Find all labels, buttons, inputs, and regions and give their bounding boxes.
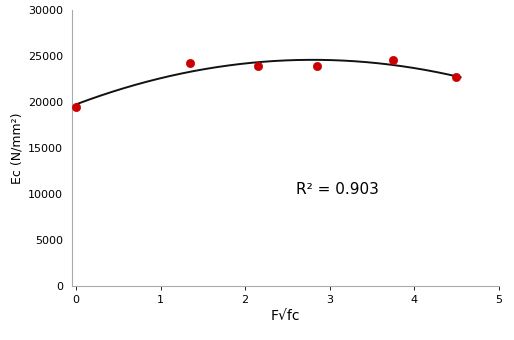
Point [313, 64, 321, 69]
X-axis label: F√fc: F√fc [270, 309, 300, 323]
Point [452, 74, 461, 80]
Point [186, 61, 194, 66]
Point [389, 57, 397, 63]
Y-axis label: Ec (N/mm²): Ec (N/mm²) [11, 112, 24, 184]
Point [254, 64, 262, 69]
Point [72, 104, 80, 109]
Text: R² = 0.903: R² = 0.903 [296, 182, 379, 197]
